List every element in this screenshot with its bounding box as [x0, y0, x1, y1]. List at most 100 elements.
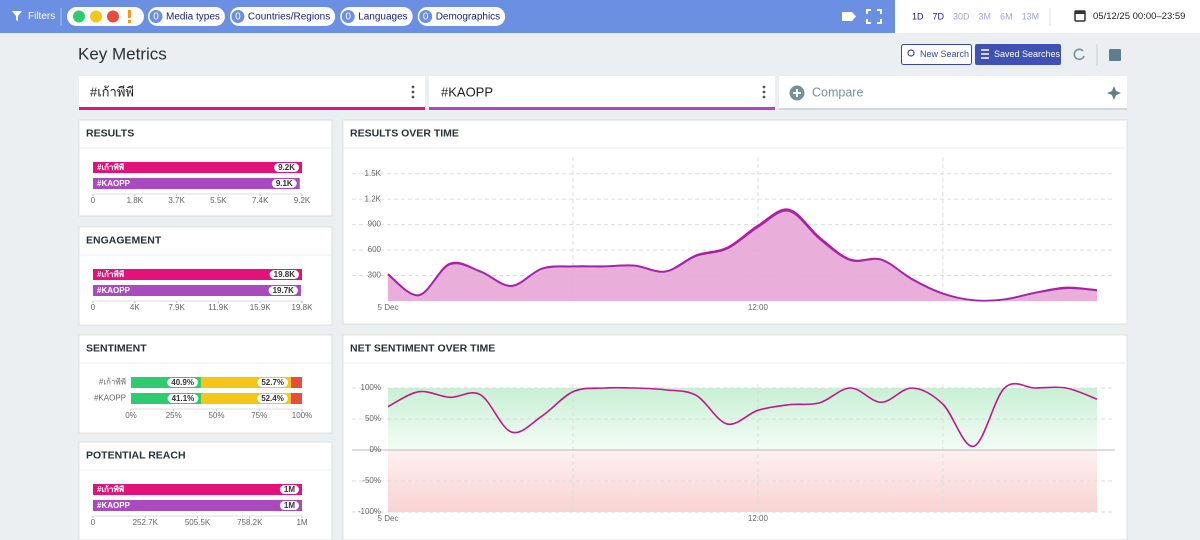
value-label-bg	[269, 270, 299, 279]
value-label-bg	[257, 394, 288, 403]
clear-icon[interactable]	[842, 12, 856, 21]
chip-label[interactable]: Languages	[358, 12, 408, 23]
expand-icon[interactable]	[866, 9, 882, 24]
chip-count-badge	[149, 10, 163, 23]
compare-label[interactable]: Compare	[812, 85, 863, 99]
y-tick-label: 100%	[361, 383, 381, 392]
filters-label[interactable]: Filters	[28, 11, 55, 22]
tab-label[interactable]: #KAOPP	[441, 84, 493, 99]
time-range-button[interactable]: 6M	[1000, 11, 1013, 21]
x-tick-label: 0	[91, 196, 96, 205]
kebab-icon[interactable]	[411, 85, 415, 99]
value-label-bg	[279, 501, 299, 510]
tab[interactable]	[429, 76, 775, 110]
refresh-icon[interactable]	[1073, 48, 1085, 61]
x-tick-label: 7.9K	[168, 303, 185, 312]
new-search-label[interactable]: New Search	[920, 49, 969, 59]
y-tick-label: 1.5K	[365, 169, 382, 178]
x-tick-label: 7.4K	[252, 196, 269, 205]
save-icon[interactable]	[1109, 49, 1121, 61]
y-tick-label: 600	[368, 245, 382, 254]
bar-category-label: #เก้าพีพี	[97, 162, 124, 172]
x-tick-label: 15.9K	[250, 303, 272, 312]
kebab-icon[interactable]	[762, 85, 766, 99]
mixed-icon-dot	[128, 20, 131, 23]
saved-searches-button[interactable]	[975, 44, 1061, 65]
x-tick-label: 0%	[125, 411, 137, 420]
bar-segment	[290, 393, 302, 404]
bar-segment	[201, 393, 291, 404]
y-tick-label: 300	[368, 271, 382, 280]
positive-icon[interactable]	[73, 10, 85, 23]
x-tick-label: 12:00	[748, 303, 769, 312]
bar	[93, 269, 302, 280]
value-label-bg	[257, 378, 289, 387]
chip-label[interactable]: Countries/Regions	[248, 12, 330, 23]
mixed-icon[interactable]	[128, 10, 131, 18]
search-icon	[907, 49, 915, 57]
panel-title: RESULTS OVER TIME	[350, 127, 459, 139]
time-range-button[interactable]: 30D	[953, 11, 970, 21]
value-label-bg	[167, 394, 199, 403]
bar	[93, 500, 302, 511]
bar	[93, 178, 300, 189]
value-label: 52.4%	[261, 394, 284, 403]
value-label-bg	[167, 378, 198, 387]
line	[387, 382, 1098, 448]
filter-chip[interactable]	[417, 7, 506, 26]
compare-tab[interactable]	[779, 76, 1127, 110]
filter-chip[interactable]	[148, 7, 225, 26]
value-label: 9.2K	[278, 163, 295, 172]
saved-searches-label[interactable]: Saved Searches	[994, 49, 1061, 59]
chip-count-badge	[419, 10, 433, 23]
list-icon	[981, 49, 989, 59]
new-search-button[interactable]	[901, 44, 972, 65]
x-tick-label: 4K	[130, 303, 140, 312]
panel-title: NET SENTIMENT OVER TIME	[350, 342, 495, 354]
x-tick-label: 50%	[208, 411, 224, 420]
sparkle-icon[interactable]	[1107, 86, 1121, 100]
chip-count[interactable]: 0	[423, 12, 429, 23]
chip-count[interactable]: 0	[153, 12, 159, 23]
chip-count[interactable]: 0	[345, 12, 351, 23]
x-tick-label: 1.8K	[127, 196, 144, 205]
filter-chip[interactable]	[340, 7, 413, 26]
y-tick-label: 900	[368, 220, 382, 229]
bar-category-label: #KAOPP	[97, 179, 131, 188]
add-icon-plus	[793, 89, 801, 97]
bar-segment	[131, 393, 202, 404]
bar-category-label: #เก้าพีพี	[97, 484, 124, 494]
x-tick-label: 75%	[251, 411, 267, 420]
sentiment-chip[interactable]	[67, 7, 144, 26]
bar-segment	[131, 377, 201, 388]
negative-icon[interactable]	[107, 10, 119, 23]
neutral-icon[interactable]	[90, 10, 102, 23]
area	[388, 210, 1097, 301]
chip-label[interactable]: Demographics	[436, 12, 500, 23]
tab[interactable]	[79, 76, 425, 110]
time-range-button[interactable]: 3M	[979, 11, 992, 21]
y-tick-label: 50%	[365, 414, 381, 423]
chip-count-badge	[341, 10, 355, 23]
chip-label[interactable]: Media types	[166, 12, 220, 23]
value-label-bg	[268, 286, 298, 295]
date-range[interactable]: 05/12/25 00:00–23:59	[1093, 11, 1185, 22]
panel-title: POTENTIAL REACH	[86, 449, 186, 461]
tab-label[interactable]: #เก้าพีพี	[90, 84, 134, 99]
bar-segment	[200, 377, 292, 388]
category-label: #KAOPP	[94, 394, 126, 403]
x-tick-label: 1M	[296, 518, 307, 527]
y-tick-label: 0%	[369, 445, 381, 454]
panel-title: SENTIMENT	[86, 342, 147, 354]
category-label: #เก้าพีพี	[99, 378, 126, 387]
panel-title: RESULTS	[86, 127, 134, 139]
time-range-button[interactable]: 7D	[933, 11, 945, 21]
y-tick-label: 1.2K	[365, 194, 382, 203]
time-range-button[interactable]: 13M	[1022, 11, 1040, 21]
chip-count[interactable]: 0	[235, 12, 241, 23]
x-tick-label: 758.2K	[237, 518, 263, 527]
time-range-button[interactable]: 1D	[912, 11, 924, 21]
area	[388, 209, 1097, 301]
filter-chip[interactable]	[229, 7, 336, 26]
value-label: 19.7K	[273, 286, 295, 295]
